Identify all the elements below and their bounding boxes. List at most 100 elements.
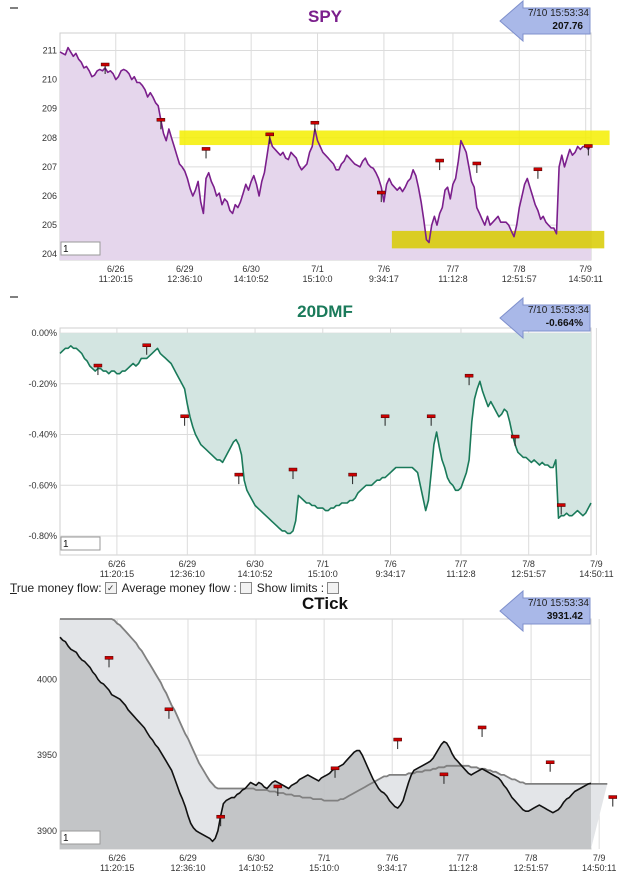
page-input-box[interactable] [60,536,101,551]
flag-marker [348,472,357,485]
money-flow-chart: 0.00% -0.20% -0.40% -0.60% -0.80% 6/2611:20:1… [10,296,614,579]
x-tick-time: 11:12:8 [448,863,477,873]
x-tick-time: 12:36:10 [170,863,205,873]
flag-marker [545,760,555,772]
flag-head [142,343,151,348]
y-tick-label: 210 [42,75,57,85]
flag-head [265,132,274,137]
callout-timestamp: 7/10 15:53:34 [528,305,590,316]
page-input[interactable]: 1 [60,241,101,256]
flag-head [201,147,211,151]
average-money-flow-checkbox[interactable] [239,582,252,594]
flag-marker [464,373,474,386]
support-resistance-band [391,230,605,249]
page-input-value: 1 [63,244,69,255]
flag-head [330,766,340,771]
x-tick-date: 7/8 [513,264,526,274]
flag-marker [216,814,225,827]
flag-head [234,472,244,477]
x-tick-time: 14:50:11 [569,274,603,284]
flag-marker [104,656,114,668]
x-tick-date: 7/7 [447,264,460,274]
x-tick-time: 14:50:11 [579,569,613,579]
x-tick-time: 12:51:57 [511,569,546,579]
y-tick-label: 3900 [37,826,57,836]
x-tick-time: 15:10:0 [308,569,338,579]
page-input-value: 1 [63,539,69,550]
x-tick-time: 14:10:52 [239,863,274,873]
show-limits-label: Show limits : [256,581,325,595]
y-tick-label: -0.20% [28,379,57,389]
flag-head [156,118,166,122]
x-tick-time: 11:20:15 [100,569,134,579]
flag-head [426,414,436,419]
flag-marker [510,434,520,447]
y-tick-label: 205 [42,220,57,230]
arrow-left-icon [499,590,591,633]
flag-marker [310,120,320,133]
callout-timestamp: 7/10 15:53:34 [528,8,590,19]
y-tick-label: 209 [42,104,57,114]
arrow-left-icon [499,296,591,340]
flag-marker [393,737,402,750]
flag-head [439,772,449,777]
flag-head [545,760,555,764]
flag-head [164,707,174,712]
x-tick-date: 7/6 [384,559,397,569]
x-tick-time: 12:51:57 [502,274,537,284]
flow-line [59,344,592,535]
x-tick-time: 9:34:17 [369,274,399,284]
x-tick-time: 9:34:17 [376,569,406,579]
page-input[interactable]: 1 [60,536,101,551]
value-callout: 7/10 15:53:34 3931.42 [499,590,591,633]
x-tick-time: 11:12:8 [446,569,475,579]
flag-marker [439,772,449,784]
x-tick-date: 7/1 [317,559,330,569]
page-input[interactable]: 1 [60,830,101,845]
flag-marker [201,147,211,159]
ctick-area [60,637,591,849]
x-tick-date: 7/7 [455,559,468,569]
x-tick-time: 15:10:0 [303,274,333,284]
y-tick-label: 204 [42,249,57,259]
callout-value: 3931.42 [547,611,584,622]
x-tick-date: 7/1 [311,264,324,274]
page-input-box[interactable] [60,241,101,256]
flag-head [273,784,283,789]
flag-head [348,472,357,477]
flag-head [377,190,386,195]
price-area [60,47,591,260]
value-callout: 7/10 15:53:34 207.76 [499,0,591,43]
flag-head [584,144,593,148]
flag-marker [234,472,244,485]
flag-head [533,167,543,172]
x-tick-time: 12:36:10 [167,274,202,284]
y-tick-label: 211 [43,45,57,55]
y-tick-label: -0.40% [28,430,57,440]
x-tick-time: 11:20:15 [100,863,134,873]
true-money-flow-checkbox[interactable]: ✓ [104,582,117,594]
value-callout: 7/10 15:53:34 -0.664% [499,296,591,340]
y-tick-label: 208 [42,133,57,143]
chart-title: SPY [308,7,343,26]
y-tick-label: -0.80% [28,531,57,541]
spy-line [59,46,592,244]
ctick-line [59,636,592,843]
flag-head [310,120,320,125]
flag-head [556,503,566,507]
flag-head [477,725,487,730]
x-tick-date: 6/26 [108,559,126,569]
flag-marker [265,132,274,144]
flag-head [288,467,298,472]
page-input-box[interactable] [60,830,101,845]
show-limits-checkbox[interactable] [327,582,340,594]
x-tick-date: 6/30 [247,853,265,863]
flag-marker [426,414,436,426]
flag-head [393,737,402,742]
x-tick-date: 7/9 [590,559,603,569]
flag-marker [477,725,487,737]
x-tick-time: 11:12:8 [438,274,467,284]
flow-area [60,333,591,534]
